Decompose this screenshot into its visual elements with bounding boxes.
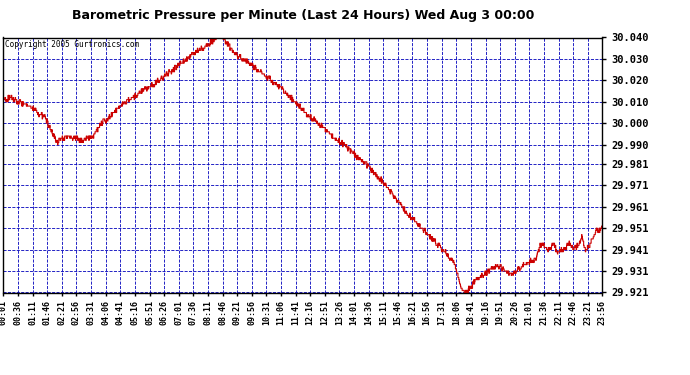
Text: Copyright 2005 Gurtronics.com: Copyright 2005 Gurtronics.com (5, 40, 139, 49)
Text: Barometric Pressure per Minute (Last 24 Hours) Wed Aug 3 00:00: Barometric Pressure per Minute (Last 24 … (72, 9, 535, 22)
